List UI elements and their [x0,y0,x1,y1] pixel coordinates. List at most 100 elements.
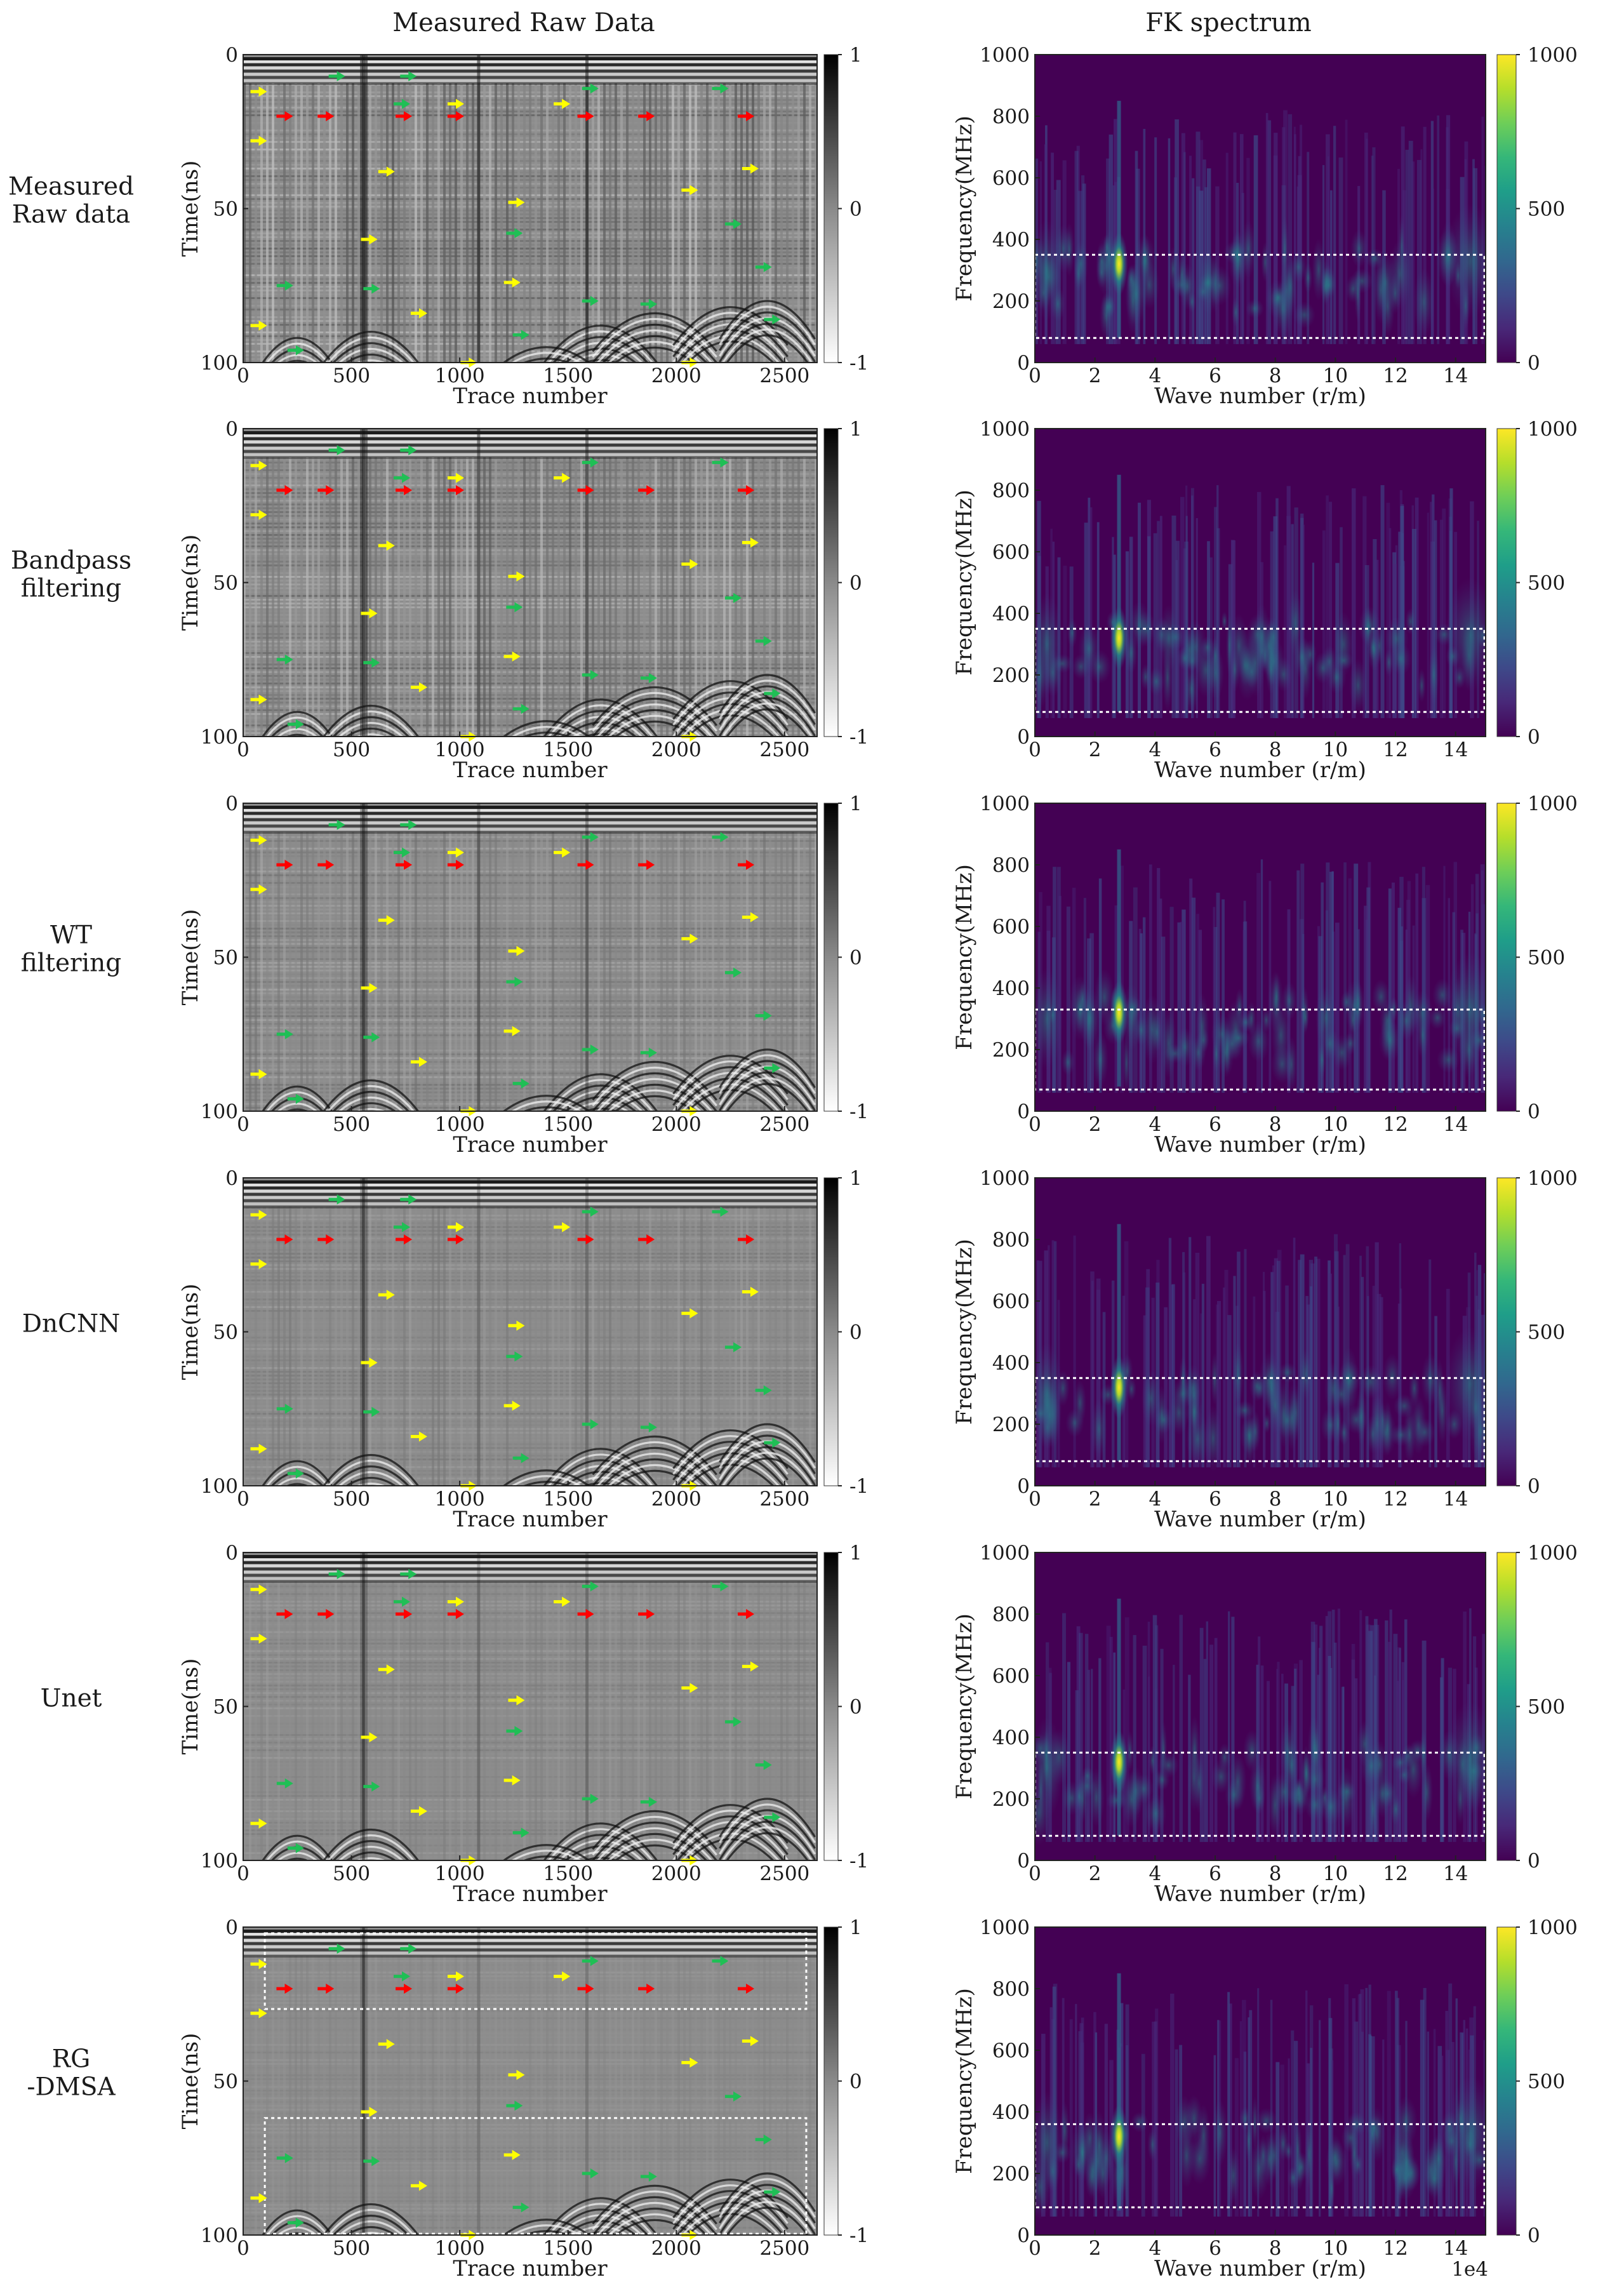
noise-streak [775,83,777,363]
fk-energy-blob [1204,1405,1222,1472]
hyperbola-reflection [285,1483,309,1486]
noise-band [243,2124,817,2126]
noise-streak [346,1206,349,1486]
red-arrow [284,485,293,495]
red-arrow [646,1984,655,1994]
hyperbola-reflection [552,1834,649,1860]
noise-streak [409,457,411,737]
fk-energy-blob [1374,251,1397,315]
fk-streak [1331,1610,1335,1842]
x-tick-label: 1500 [543,738,593,761]
plot-area [243,1927,817,2235]
noise-streak [529,457,531,737]
fk-energy-blob [1293,302,1315,328]
noise-streak [460,1581,463,1860]
fk-streak [1366,887,1371,1093]
fk-streak [1090,1271,1095,1467]
noise-streak [546,832,549,1111]
x-tick-label: 2000 [651,1113,702,1136]
direct-wave-band [243,1577,817,1580]
noise-streak [552,457,554,737]
noise-streak [466,832,469,1111]
direct-wave-band [243,828,817,831]
noise-streak [540,83,543,363]
y-axis-label: Time(ns) [178,535,203,631]
noise-band [243,1975,817,1977]
hyperbola-reflection [726,2206,809,2235]
noise-band [243,2071,817,2072]
noise-streak [792,83,794,363]
noise-streak [483,832,486,1111]
fk-edge-energy [1035,1717,1063,1819]
green-arrow [514,977,523,987]
fk-streak [1155,1282,1160,1467]
noise-streak [449,83,451,363]
hyperbola-reflection [672,1055,789,1095]
noise-streak [746,457,749,737]
noise-streak [420,832,423,1111]
fk-streak [1159,516,1162,718]
noise-streak [797,1956,800,2235]
fk-streak [1213,907,1216,1093]
colorbar-scale [1496,1926,1517,2236]
direct-wave-band [243,1946,817,1948]
x-tick-label: 4 [1149,1113,1161,1136]
noise-streak [717,832,720,1111]
colorbar-tick-label: 500 [1528,572,1565,595]
hyperbola-reflection [262,711,333,737]
noise-streak [329,832,331,1111]
row-label: filtering [21,575,121,603]
noise-streak [655,457,657,737]
fk-edge-energy [1445,2076,1486,2191]
fk-energy-blob [1293,636,1311,679]
noise-streak [369,1581,371,1860]
noise-streak [483,83,486,363]
fk-energy-blob [1241,220,1256,279]
direct-wave-band [243,431,817,435]
y-tick-label: 50 [213,572,238,595]
hyperbola-reflection [543,1822,658,1860]
fk-streak [1333,1642,1337,1842]
fk-edge-energy [1445,1701,1486,1816]
noise-band [243,1833,817,1835]
colorbar-tick-label: 0 [849,572,862,595]
noise-streak [586,1581,589,1860]
hyperbola-reflection [726,1083,809,1111]
x-tick-label: 6 [1209,1488,1222,1511]
anomaly-stripe [477,1178,481,1486]
noise-streak [792,832,794,1111]
fk-streak [1388,888,1392,1093]
yellow-arrow [750,163,759,174]
green-arrow [720,1956,729,1966]
fk-energy-blob [1088,650,1112,684]
y-tick-label: 200 [992,664,1030,687]
noise-streak [323,1956,326,2235]
yellow-arrow [562,1971,571,1982]
x-axis-label: Wave number (r/m) [1154,384,1366,409]
fk-energy-blob [1298,1349,1313,1400]
yellow-arrow [258,884,267,895]
fk-streak [1159,898,1162,1093]
hyperbola-reflection [601,1084,708,1111]
fk-streak [1257,491,1262,718]
fk-streak [1179,1615,1183,1842]
yellow-arrow [512,1775,521,1785]
noise-band [243,2048,817,2050]
y-tick-label: 100 [201,726,238,749]
direct-wave-band [243,815,817,818]
fk-energy-blob [1312,238,1326,302]
red-arrow [284,1609,293,1619]
noise-streak [609,832,611,1111]
y-tick-label: 600 [992,1290,1030,1313]
noise-band [243,2151,817,2152]
noise-streak [392,457,394,737]
noise-streak [552,1581,554,1860]
noise-streak [380,832,383,1111]
noise-streak [352,1956,354,2235]
noise-streak [483,1956,486,2235]
noise-streak [706,1206,709,1486]
noise-streak [329,83,331,363]
